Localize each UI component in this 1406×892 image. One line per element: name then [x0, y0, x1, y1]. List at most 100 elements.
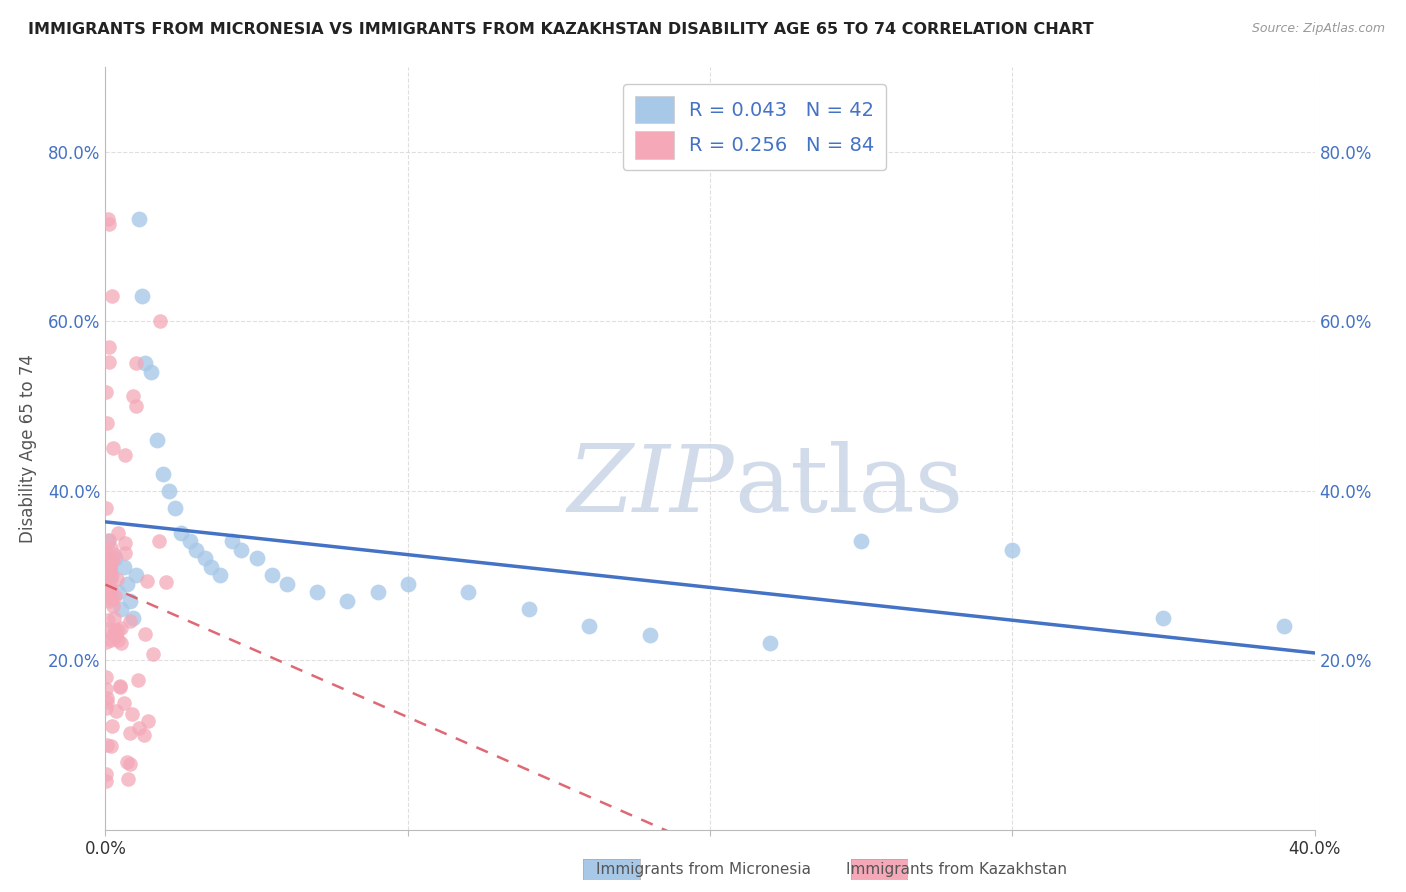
Point — [114, 536, 136, 550]
Point — [97, 576, 120, 591]
Point — [96, 670, 118, 684]
Point — [114, 448, 136, 462]
Point — [101, 719, 124, 733]
Point — [101, 441, 124, 455]
Point — [107, 623, 129, 637]
Point — [97, 339, 120, 353]
Point — [142, 647, 165, 661]
Point — [100, 584, 122, 599]
Point — [336, 594, 359, 608]
Point — [200, 560, 222, 574]
Point — [110, 680, 132, 694]
Text: Source: ZipAtlas.com: Source: ZipAtlas.com — [1251, 22, 1385, 36]
Point — [100, 568, 122, 582]
Point — [112, 696, 135, 710]
Point — [105, 572, 128, 586]
Point — [163, 500, 186, 515]
Point — [97, 622, 120, 636]
Point — [136, 714, 159, 729]
Point — [96, 682, 118, 697]
Point — [101, 627, 124, 641]
Point — [1001, 542, 1024, 557]
Point — [125, 399, 148, 413]
Point — [517, 602, 540, 616]
Point — [148, 533, 170, 548]
Point — [107, 632, 129, 647]
Point — [135, 574, 157, 589]
Y-axis label: Disability Age 65 to 74: Disability Age 65 to 74 — [18, 354, 37, 542]
Point — [98, 562, 121, 576]
Point — [117, 772, 139, 786]
Point — [104, 623, 127, 637]
Point — [127, 673, 149, 687]
Point — [97, 594, 120, 608]
Point — [155, 575, 177, 590]
Point — [638, 627, 661, 641]
Point — [96, 573, 118, 587]
Point — [105, 704, 128, 718]
Point — [98, 558, 121, 573]
Point — [170, 525, 193, 540]
Point — [96, 767, 118, 781]
Point — [849, 534, 872, 549]
Point — [96, 701, 118, 715]
Point — [128, 721, 150, 735]
Point — [132, 728, 155, 742]
Point — [101, 592, 124, 607]
Text: IMMIGRANTS FROM MICRONESIA VS IMMIGRANTS FROM KAZAKHSTAN DISABILITY AGE 65 TO 74: IMMIGRANTS FROM MICRONESIA VS IMMIGRANTS… — [28, 22, 1094, 37]
Point — [124, 568, 148, 582]
Point — [110, 602, 132, 616]
Point — [96, 547, 118, 561]
Point — [110, 621, 132, 635]
Point — [103, 551, 125, 566]
Point — [121, 610, 143, 624]
Text: ZIP: ZIP — [568, 442, 734, 532]
Point — [96, 554, 118, 568]
Point — [134, 627, 156, 641]
Point — [100, 553, 122, 567]
Point — [96, 500, 118, 515]
Point — [96, 582, 118, 597]
Point — [457, 585, 479, 599]
Point — [100, 572, 122, 586]
Point — [100, 541, 122, 556]
Point — [1153, 610, 1175, 624]
Point — [97, 217, 120, 231]
Point — [276, 576, 298, 591]
Point — [107, 526, 129, 541]
Point — [139, 365, 162, 379]
Point — [100, 632, 122, 647]
Point — [97, 614, 120, 628]
Point — [103, 611, 125, 625]
Point — [97, 533, 120, 548]
Point — [96, 696, 118, 710]
Point — [1274, 619, 1296, 633]
Point — [110, 680, 132, 694]
Point — [115, 576, 138, 591]
Text: Immigrants from Kazakhstan: Immigrants from Kazakhstan — [845, 863, 1067, 877]
Point — [246, 551, 269, 566]
Point — [96, 557, 118, 571]
Point — [366, 585, 388, 599]
Text: Immigrants from Micronesia: Immigrants from Micronesia — [596, 863, 810, 877]
Point — [157, 483, 180, 498]
Point — [96, 546, 118, 560]
Point — [231, 542, 253, 557]
Point — [260, 568, 283, 582]
Point — [105, 629, 128, 643]
Point — [110, 636, 132, 650]
Legend: R = 0.043   N = 42, R = 0.256   N = 84: R = 0.043 N = 42, R = 0.256 N = 84 — [623, 84, 886, 170]
Point — [194, 551, 217, 566]
Point — [101, 289, 124, 303]
Point — [221, 534, 243, 549]
Point — [146, 433, 169, 447]
Point — [97, 212, 120, 227]
Point — [103, 599, 125, 613]
Point — [759, 636, 782, 650]
Point — [112, 560, 135, 574]
Point — [96, 635, 118, 649]
Point — [104, 589, 127, 603]
Point — [96, 691, 118, 706]
Point — [118, 614, 141, 628]
Point — [96, 774, 118, 789]
